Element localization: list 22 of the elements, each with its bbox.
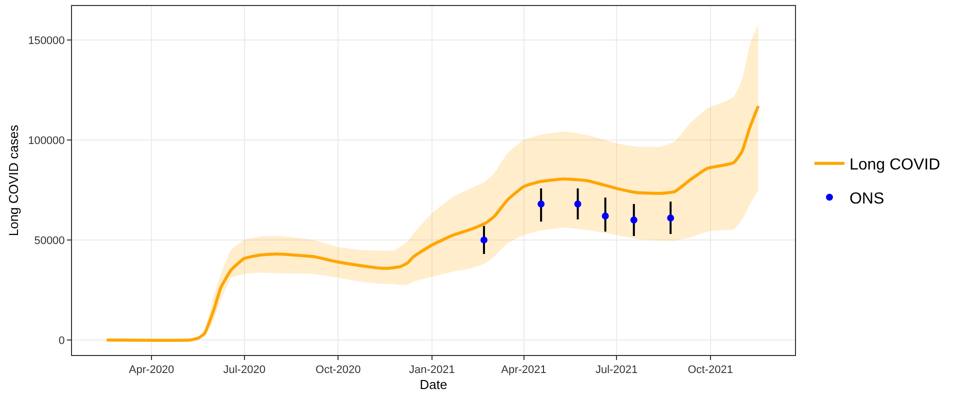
y-tick-label: 150000 bbox=[28, 34, 65, 47]
point bbox=[480, 236, 488, 244]
point bbox=[667, 214, 674, 222]
point bbox=[630, 216, 638, 224]
x-tick-label: Oct-2021 bbox=[688, 364, 733, 376]
legend-label: ONS bbox=[849, 190, 884, 208]
point bbox=[574, 200, 582, 208]
y-tick-label: 100000 bbox=[28, 134, 65, 147]
y-axis-title: Long COVID cases bbox=[6, 124, 22, 236]
x-tick-label: Jul-2021 bbox=[595, 364, 638, 376]
x-tick-label: Oct-2020 bbox=[316, 364, 361, 376]
x-axis-title: Date bbox=[420, 376, 448, 392]
y-tick-label: 0 bbox=[58, 334, 65, 347]
x-tick-label: Apr-2021 bbox=[501, 364, 546, 376]
line-series bbox=[105, 104, 760, 342]
legend-label: Long COVID bbox=[849, 156, 940, 174]
x-tick-label: Apr-2020 bbox=[128, 364, 174, 376]
x-tick-label: Jul-2020 bbox=[223, 364, 266, 376]
y-tick-label: 50000 bbox=[34, 234, 65, 247]
point bbox=[538, 200, 545, 208]
point bbox=[602, 212, 609, 220]
x-tick-label: Jan-2021 bbox=[409, 364, 455, 376]
